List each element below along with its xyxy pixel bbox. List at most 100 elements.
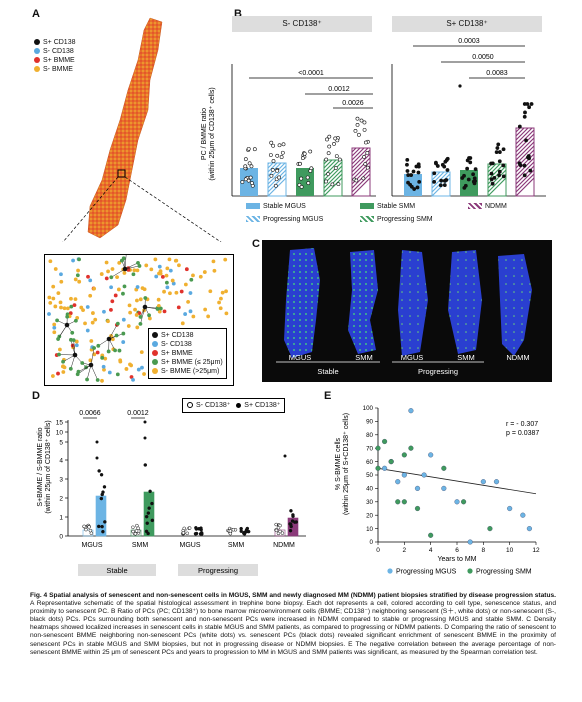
e-point bbox=[382, 438, 388, 445]
cell-dot bbox=[183, 312, 188, 316]
d-group-label: Stable bbox=[106, 566, 127, 575]
b-hatch bbox=[267, 162, 274, 169]
d-bar bbox=[287, 517, 299, 537]
cell-dot bbox=[179, 289, 184, 294]
e-xtick-label: 6 bbox=[455, 547, 459, 554]
b-hatch bbox=[515, 145, 535, 165]
cell-dot bbox=[135, 268, 140, 273]
cell-dot bbox=[92, 286, 97, 291]
b-point bbox=[327, 144, 332, 149]
neighbor-link bbox=[73, 340, 76, 356]
b-point bbox=[305, 175, 310, 180]
b-point bbox=[271, 159, 276, 163]
neighbor-link bbox=[124, 262, 139, 270]
b-point bbox=[501, 163, 506, 168]
b-point bbox=[466, 177, 471, 182]
panel-a-label: A bbox=[32, 8, 40, 20]
cell-dot bbox=[90, 320, 95, 325]
d-point bbox=[133, 532, 138, 536]
legend-dot bbox=[187, 402, 193, 409]
b-point bbox=[353, 128, 358, 133]
cell-dot bbox=[136, 260, 140, 265]
b-point bbox=[442, 164, 447, 169]
cell-dot bbox=[106, 319, 110, 324]
cell-dot bbox=[74, 339, 79, 344]
b-point bbox=[416, 162, 421, 167]
neighbor-link bbox=[78, 364, 92, 372]
cell-dot bbox=[143, 296, 148, 300]
cell-dot bbox=[189, 277, 194, 282]
cell-dot bbox=[77, 257, 81, 262]
heatmaps: MGUS SMM MGUS SMM NDMM Stable Progressin… bbox=[276, 248, 532, 376]
panel-d-chart: S+BMME / S-BMME ratio(within 25μm of CD1… bbox=[37, 410, 306, 576]
cell-dot bbox=[72, 303, 77, 307]
b-pvalue: 0.0012 bbox=[328, 86, 350, 93]
cell-dot bbox=[88, 293, 93, 298]
cell-dot bbox=[51, 296, 56, 301]
b-point bbox=[365, 150, 370, 155]
b-point bbox=[363, 140, 368, 145]
b-point bbox=[417, 180, 422, 184]
b-point bbox=[362, 155, 366, 159]
cell-dot bbox=[167, 257, 172, 262]
cell-dot bbox=[85, 328, 90, 333]
cell-dot bbox=[88, 358, 93, 363]
b-hatch bbox=[323, 169, 343, 189]
cell-dot bbox=[138, 321, 143, 326]
cell-dot bbox=[68, 366, 73, 371]
neighbor-link bbox=[108, 323, 119, 340]
caption-body: A Representative schematic of the spatia… bbox=[30, 600, 556, 656]
d-group-box bbox=[178, 564, 258, 576]
b-hatch bbox=[267, 162, 278, 173]
b-bar bbox=[296, 168, 314, 196]
c-label: SMM bbox=[355, 353, 373, 362]
d-ytick-label: 10 bbox=[56, 430, 64, 437]
b-point bbox=[355, 123, 360, 127]
cell-dot bbox=[164, 280, 169, 285]
cell-dot bbox=[136, 367, 141, 372]
b-point bbox=[243, 157, 248, 162]
b-point bbox=[471, 179, 476, 184]
c-label: MGUS bbox=[289, 353, 312, 362]
d-group-label: Progressing bbox=[198, 566, 238, 575]
heatmap-progressing-mgus bbox=[398, 250, 428, 356]
cell-dot bbox=[51, 284, 56, 289]
neighbor-link bbox=[90, 347, 95, 366]
cell-dot bbox=[144, 263, 149, 268]
cell-dot bbox=[68, 311, 73, 316]
cell-dot bbox=[153, 257, 158, 262]
d-point bbox=[136, 526, 140, 531]
e-point bbox=[487, 526, 493, 532]
e-point bbox=[526, 526, 532, 532]
b-point bbox=[280, 150, 285, 155]
b-hatch bbox=[351, 173, 371, 193]
d-point bbox=[97, 524, 101, 529]
legend-d-item: S+ CD138⁺ bbox=[236, 402, 280, 409]
b-point bbox=[249, 164, 254, 169]
b-hatch bbox=[351, 157, 371, 177]
legend-a-item: S+ BMME bbox=[34, 56, 76, 65]
d-point bbox=[185, 531, 190, 536]
d-point bbox=[150, 501, 154, 506]
cell-dot bbox=[173, 258, 178, 263]
legend-d: S- CD138⁺ S+ CD138⁺ bbox=[182, 398, 286, 413]
b-point bbox=[490, 181, 495, 186]
e-point bbox=[408, 408, 414, 414]
b-hatch bbox=[267, 165, 287, 185]
d-point bbox=[95, 440, 99, 444]
b-hatch bbox=[487, 163, 497, 173]
cell-dot bbox=[124, 367, 129, 371]
d-point bbox=[148, 489, 152, 494]
cell-dot bbox=[106, 349, 111, 354]
d-point bbox=[278, 523, 282, 528]
b-point bbox=[273, 183, 278, 188]
b-point bbox=[405, 169, 410, 173]
b-point bbox=[330, 182, 335, 187]
d-xlabel: NDMM bbox=[273, 542, 295, 549]
cell-dot bbox=[69, 304, 74, 309]
cell-dot bbox=[137, 311, 142, 316]
b-point bbox=[308, 149, 313, 154]
b-hatch bbox=[267, 162, 270, 165]
d-ytick-label: 5 bbox=[59, 440, 63, 447]
panel-e-label: E bbox=[324, 390, 332, 402]
